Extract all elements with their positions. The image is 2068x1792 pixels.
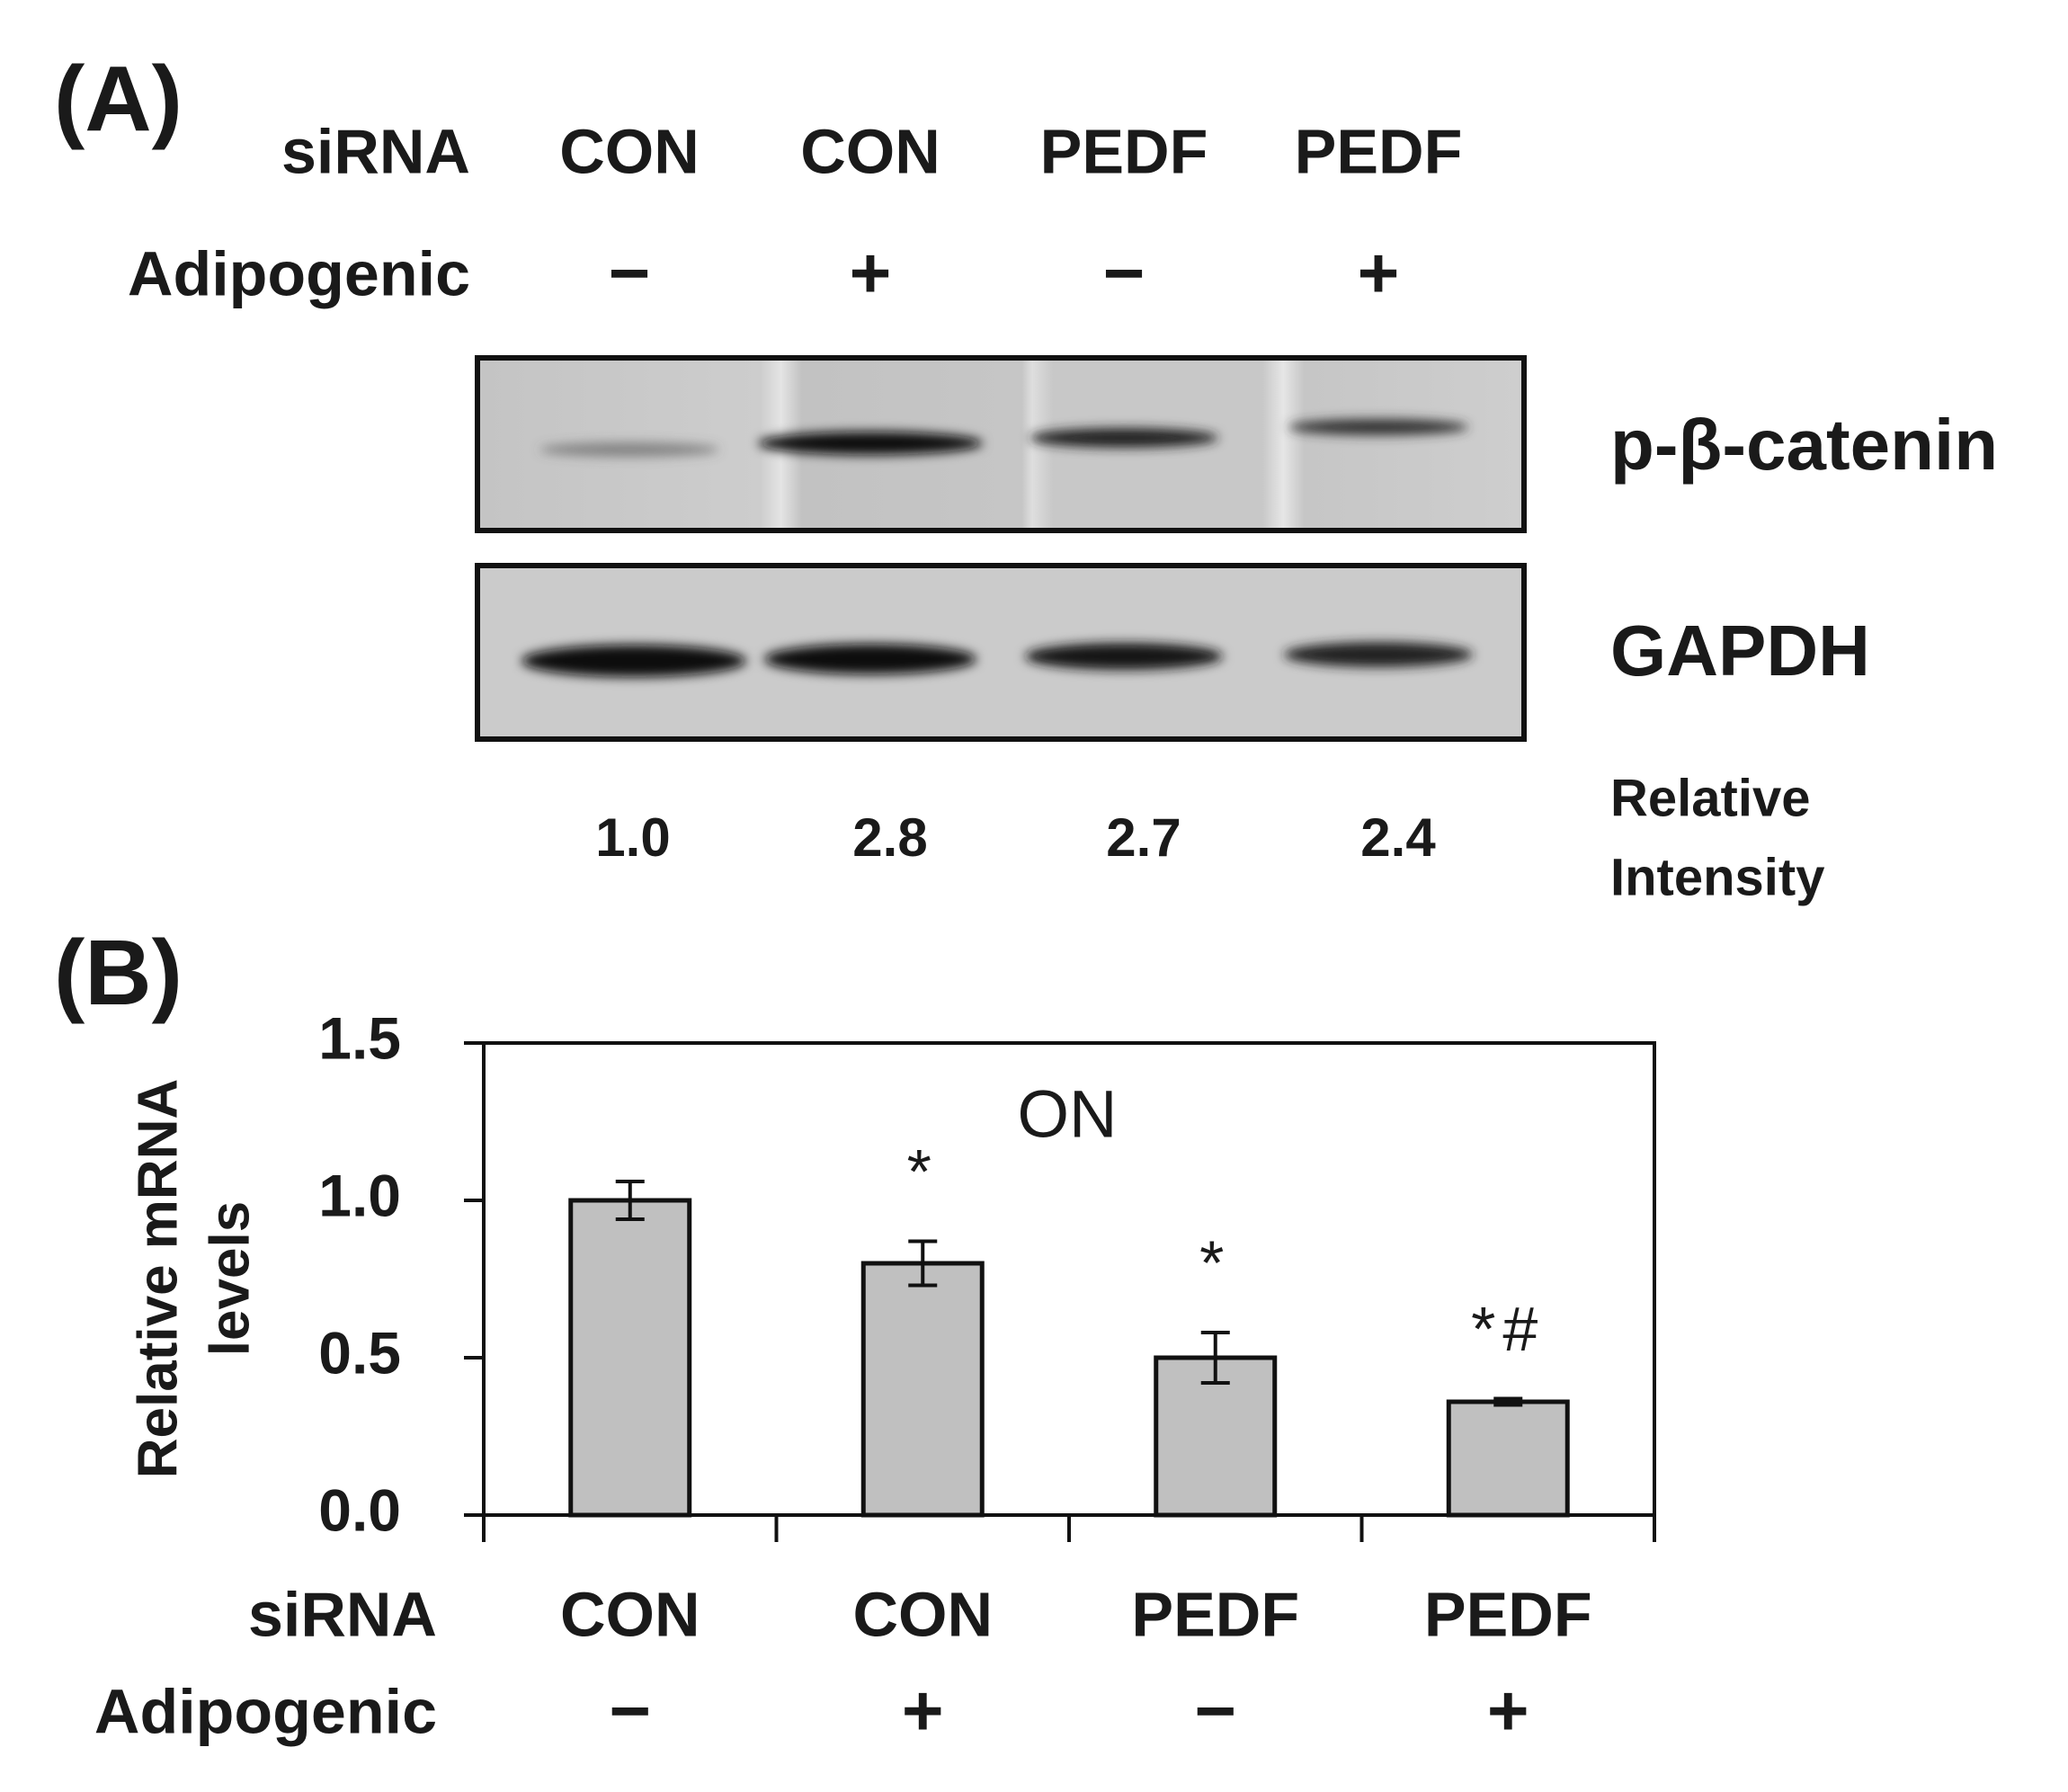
x-tick-label: CON xyxy=(852,1579,993,1649)
x-tick-label: − xyxy=(609,1671,651,1751)
row-label: Adipogenic xyxy=(128,238,470,308)
lane-label: PEDF xyxy=(1040,116,1208,186)
x-tick-label: + xyxy=(902,1671,944,1751)
y-tick-label: 0.5 xyxy=(318,1319,401,1386)
intensity-title: Relative xyxy=(1610,769,1810,827)
row-label: siRNA xyxy=(281,116,470,186)
intensity-value: 1.0 xyxy=(595,807,670,868)
y-tick-label: 1.5 xyxy=(318,1004,401,1071)
lane-label: PEDF xyxy=(1295,116,1463,186)
intensity-value: 2.7 xyxy=(1106,807,1181,868)
bar xyxy=(1446,1399,1570,1518)
lane-label: + xyxy=(850,233,892,313)
lane-label: + xyxy=(1358,233,1400,313)
blot-label: GAPDH xyxy=(1610,611,1870,691)
error-bar xyxy=(1200,1331,1230,1385)
panel-label: (A) xyxy=(54,47,183,150)
x-tick-label: + xyxy=(1487,1671,1529,1751)
y-tick-label: 0.0 xyxy=(318,1476,401,1543)
intensity-title: Intensity xyxy=(1610,848,1825,906)
blot-label: p-β-catenin xyxy=(1610,405,1998,485)
y-axis-title: Relative mRNA levels xyxy=(127,1079,261,1478)
bar xyxy=(568,1198,692,1518)
x-tick-label: − xyxy=(1194,1671,1236,1751)
significance-label: *# xyxy=(1471,1294,1545,1364)
error-bar xyxy=(908,1239,938,1288)
panel-label: (B) xyxy=(54,921,183,1024)
lane-label: CON xyxy=(800,116,940,186)
row-label: siRNA xyxy=(248,1579,437,1649)
bar xyxy=(860,1261,985,1518)
blot xyxy=(475,355,1527,533)
lane-label: − xyxy=(609,233,651,313)
annotation: ON xyxy=(1018,1077,1118,1152)
intensity-value: 2.4 xyxy=(1360,807,1436,868)
lane-label: CON xyxy=(559,116,700,186)
x-tick-label: CON xyxy=(560,1579,700,1649)
intensity-value: 2.8 xyxy=(852,807,927,868)
blot xyxy=(475,563,1527,742)
y-axis-title-line: levels xyxy=(199,1201,261,1356)
error-bar xyxy=(1493,1396,1523,1407)
y-axis-title-line: Relative mRNA xyxy=(127,1079,189,1478)
significance-label: * xyxy=(1199,1227,1231,1297)
significance-label: * xyxy=(907,1137,939,1207)
x-tick-label: PEDF xyxy=(1424,1579,1592,1649)
row-label: Adipogenic xyxy=(94,1676,437,1746)
error-bar xyxy=(615,1180,645,1221)
y-tick-label: 1.0 xyxy=(318,1162,401,1228)
lane-label: − xyxy=(1103,233,1145,313)
x-tick-label: PEDF xyxy=(1131,1579,1299,1649)
plot-frame xyxy=(482,1041,1656,1517)
